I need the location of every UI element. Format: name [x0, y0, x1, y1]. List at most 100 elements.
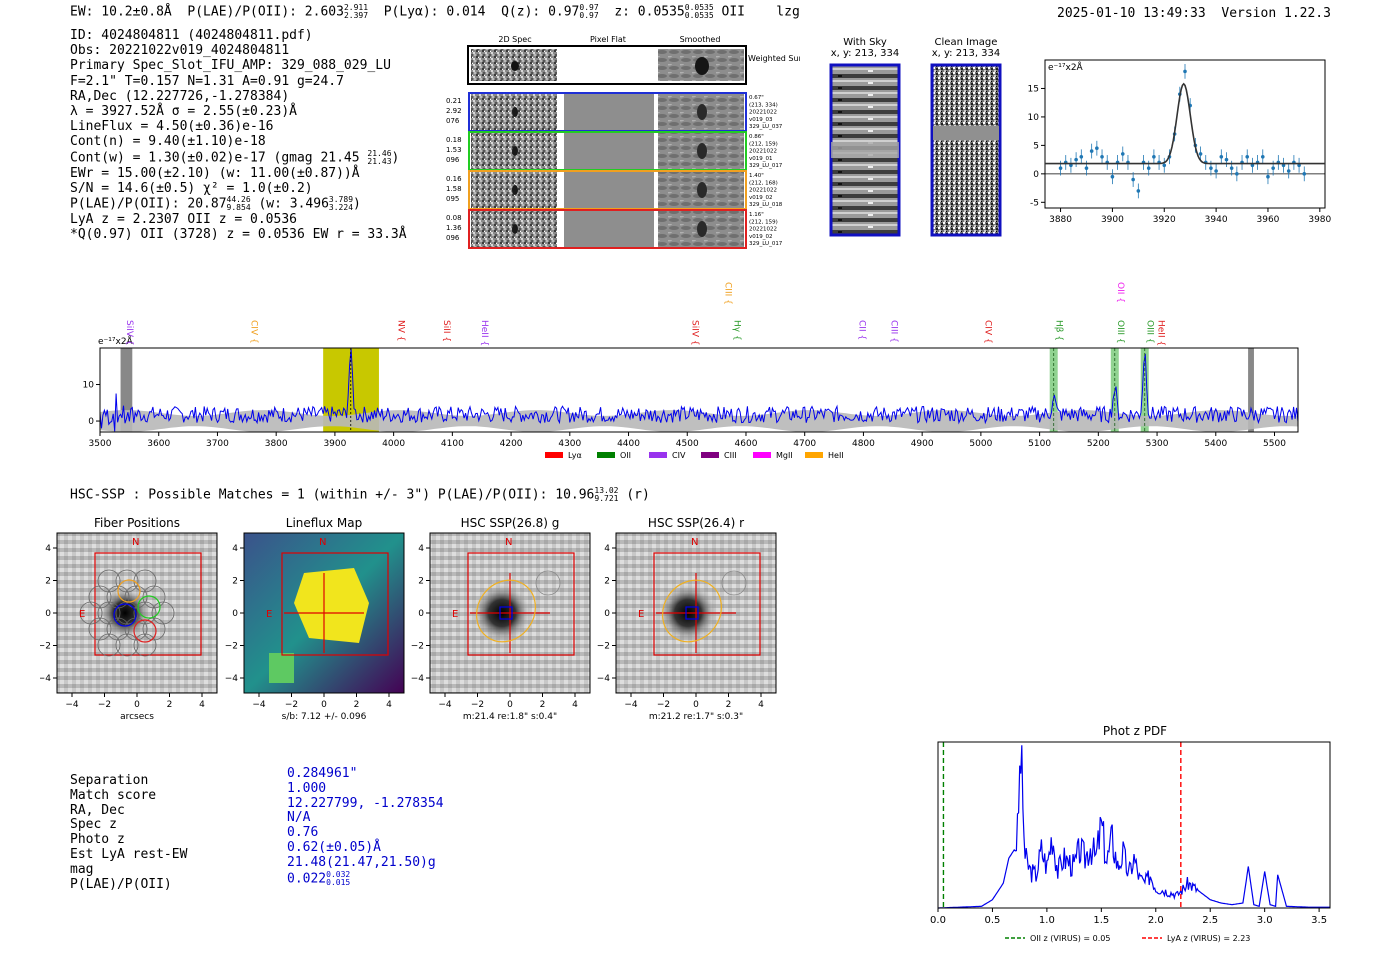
match-label: Spec z — [70, 817, 117, 833]
info-fparams: F=2.1" T=0.157 N=1.31 A=0.91 g=24.7 — [70, 73, 344, 89]
photz-xtick: 3.5 — [1311, 915, 1327, 926]
svg-text:CII {: CII { — [856, 320, 866, 340]
panel-xtick: 0 — [321, 700, 327, 710]
panel-xtick: −2 — [285, 700, 298, 710]
zoom-point — [1229, 166, 1234, 170]
match-values: 0.284961" 1.000 12.227799, -1.278354 N/A 0.7… — [287, 766, 444, 887]
panel-xtick: 4 — [199, 700, 205, 710]
sky-images — [829, 63, 1002, 237]
zoom-ytick: 15 — [1028, 84, 1039, 94]
photz-curve — [938, 745, 1330, 909]
panel-xtick: 2 — [354, 700, 360, 710]
cutout-left-label: 095 — [446, 195, 459, 203]
weighted-sum-label: Weighted Sum — [748, 54, 800, 63]
svg-text:CIII {: CIII { — [889, 320, 899, 343]
clean-image — [930, 63, 1002, 237]
panel-xtick: 4 — [758, 700, 764, 710]
zoom-point — [1235, 172, 1239, 176]
cutout-left-label: 1.53 — [446, 146, 462, 154]
zoom-point — [1302, 172, 1307, 176]
photz-xtick: 3.0 — [1257, 915, 1273, 926]
zoom-point — [1209, 166, 1213, 170]
image-panel: Fiber Positions N E −4 −4 −2 −2 0 0 2 2 4 4 arcsecs — [40, 516, 218, 722]
cutout-grid: 2D Spec Pixel Flat Smoothed Weighted Sum… — [446, 35, 800, 249]
header-summary: EW: 10.2±0.8Å P(LAE)/P(OII): 2.6032.911 2… — [70, 4, 800, 20]
panel-xtick: −2 — [471, 700, 484, 710]
match-value: 0.76 — [287, 825, 319, 841]
cutout-right-label: v019_01 — [749, 156, 773, 162]
spectrum-xtick: 4600 — [735, 439, 758, 449]
zoom-ytick: 10 — [1028, 113, 1040, 123]
zoom-point — [1297, 163, 1301, 168]
col-smooth-label: Smoothed — [680, 35, 721, 44]
cutout-right-label: 20221022 — [749, 149, 777, 155]
panel-ytick: 4 — [232, 544, 238, 554]
spectrum-error-band — [100, 410, 1298, 432]
spectrum-line-label: CII { — [856, 320, 866, 340]
spectrum-legend-swatch — [805, 452, 823, 458]
spectrum-xtick: 4000 — [382, 439, 405, 449]
info-contw-hi: 21.46 — [367, 148, 392, 158]
spectrum-legend-swatch — [701, 452, 719, 458]
photz-title: Phot z PDF — [1102, 724, 1168, 738]
zoom-point — [1183, 69, 1187, 74]
spectrum-xtick: 4500 — [676, 439, 699, 449]
cutout-right-label: (213, 334) — [749, 102, 778, 108]
match-label: P(LAE)/P(OII) — [70, 876, 172, 892]
header-z-hi: 0.0535 — [684, 3, 714, 12]
cutout-left-label: 096 — [446, 234, 460, 242]
col-2d-label: 2D Spec — [498, 35, 531, 44]
spectrum-line-label: OII { — [1115, 282, 1125, 303]
cutout-right-label: (212, 168) — [749, 180, 778, 186]
cutout-left-label: 0.18 — [446, 136, 462, 144]
spectrum-xtick: 3800 — [265, 439, 288, 449]
spectrum-xtick: 4800 — [852, 439, 875, 449]
panel-xtick: 4 — [386, 700, 392, 710]
panel-title: HSC SSP(26.4) r — [648, 516, 744, 530]
zoom-point — [1152, 154, 1156, 159]
zoom-point — [1120, 152, 1125, 156]
spectrum-line-label: HeII { — [479, 320, 489, 346]
svg-text:HeII {: HeII { — [1155, 320, 1165, 346]
cutout-right-label: v019_03 — [749, 117, 773, 123]
spectrum-xtick: 4200 — [500, 439, 523, 449]
panel-xtick: −4 — [438, 700, 452, 710]
spectrum-xtick: 3600 — [147, 439, 170, 449]
panel-xtick: 0 — [693, 700, 699, 710]
cutout-right-label: v019_02 — [749, 195, 773, 201]
svg-text:HeII {: HeII { — [479, 320, 489, 346]
zoom-point — [1260, 154, 1265, 159]
panel-xtick: 0 — [134, 700, 140, 710]
match-value: 1.000 — [287, 780, 327, 796]
panel-ytick: −4 — [411, 674, 425, 684]
zoom-point — [1079, 154, 1084, 159]
panel-north-label: N — [505, 537, 512, 548]
cutout-right-label: (212, 159) — [749, 141, 778, 147]
header-qz-hi: 0.97 — [579, 3, 599, 12]
spectrum-line-label: CIII { — [889, 320, 899, 343]
with-sky-title: With Sky x, y: 213, 334 — [826, 37, 904, 59]
match-plae-range: 0.032 0.015 — [326, 869, 351, 887]
info-sn: S/N = 14.6(±0.5) χ² = 1.0(±0.2) — [70, 180, 313, 196]
svg-text:NV {: NV { — [395, 320, 405, 341]
info-q-line: *Q(0.97) OII (3728) z = 0.0536 EW r = 33… — [70, 227, 407, 243]
header-z: z: 0.0535 — [614, 4, 685, 20]
cutout-right-label: 0.86" — [749, 134, 764, 140]
spectrum-xtick: 5300 — [1146, 439, 1169, 449]
spectrum-legend-label: Lyα — [568, 451, 582, 460]
info-plae-w-lo: 3.224 — [328, 203, 354, 213]
spectrum-xtick: 5000 — [969, 439, 992, 449]
spectrum-legend-swatch — [545, 452, 563, 458]
spectrum-line-label: HeII { — [1155, 320, 1165, 346]
header-datetime: 2025-01-10 13:49:33 — [1057, 6, 1206, 21]
hsc-summary-band: (r) — [626, 487, 650, 503]
panel-ytick: 0 — [604, 609, 610, 619]
info-plae-w: (w: 3.496 — [258, 196, 329, 212]
panel-counterpart-box — [685, 606, 699, 620]
zoom-point — [1250, 163, 1255, 168]
clean-image-xy: x, y: 213, 334 — [931, 48, 1001, 59]
cutout-row: 0.21 2.92 076 0.67"(213, 334) 20221022v019_0… — [446, 92, 783, 132]
zoom-xtick: 3980 — [1308, 215, 1331, 225]
panel-xtick: −2 — [657, 700, 670, 710]
spectrum-legend-label: MgII — [776, 451, 793, 460]
